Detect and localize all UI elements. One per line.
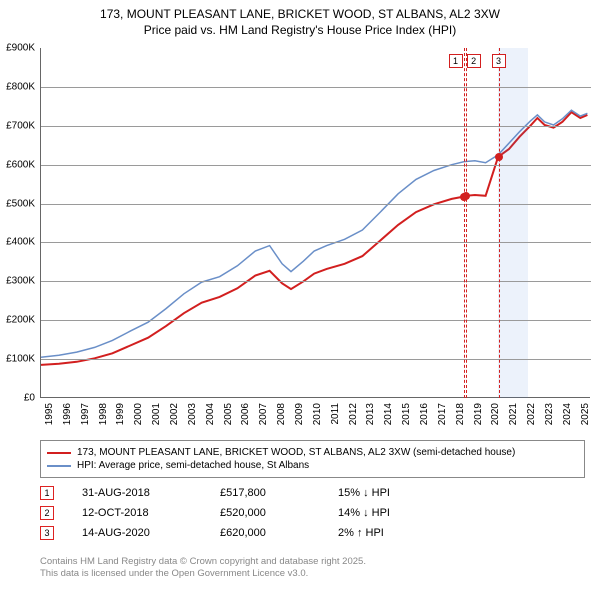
x-axis-label: 2021: [508, 403, 519, 425]
gridline: [41, 87, 591, 88]
event-price: £517,800: [220, 487, 310, 499]
marker-vline: [464, 48, 465, 398]
y-axis-label: £500K: [0, 198, 35, 209]
x-axis-label: 1998: [98, 403, 109, 425]
event-row: 1 31-AUG-2018 £517,800 15% ↓ HPI: [40, 486, 438, 500]
x-axis-label: 2001: [151, 403, 162, 425]
x-axis-label: 1995: [44, 403, 55, 425]
x-axis-label: 2019: [473, 403, 484, 425]
x-axis-label: 2015: [401, 403, 412, 425]
x-axis-label: 2017: [437, 403, 448, 425]
gridline: [41, 204, 591, 205]
gridline: [41, 126, 591, 127]
y-axis-label: £0: [0, 393, 35, 404]
x-axis-label: 2006: [240, 403, 251, 425]
x-axis-label: 2007: [258, 403, 269, 425]
x-axis-label: 2000: [133, 403, 144, 425]
y-axis-label: £300K: [0, 276, 35, 287]
title-line-2: Price paid vs. HM Land Registry's House …: [0, 22, 600, 38]
y-axis-label: £700K: [0, 120, 35, 131]
x-axis-label: 2024: [562, 403, 573, 425]
plot-region: £0£100K£200K£300K£400K£500K£600K£700K£80…: [40, 48, 590, 398]
x-axis-label: 2008: [276, 403, 287, 425]
legend-item: 173, MOUNT PLEASANT LANE, BRICKET WOOD, …: [47, 447, 578, 458]
y-axis-label: £900K: [0, 43, 35, 54]
marker-dot: [495, 153, 503, 161]
y-axis-label: £600K: [0, 159, 35, 170]
event-number-box: 2: [40, 506, 54, 520]
event-number-box: 1: [40, 486, 54, 500]
title-block: 173, MOUNT PLEASANT LANE, BRICKET WOOD, …: [0, 0, 600, 38]
events-table: 1 31-AUG-2018 £517,800 15% ↓ HPI 2 12-OCT-201…: [40, 486, 438, 546]
y-axis-label: £800K: [0, 81, 35, 92]
marker-vline: [466, 48, 467, 398]
marker-number-box: 3: [492, 54, 506, 68]
gridline: [41, 242, 591, 243]
gridline: [41, 165, 591, 166]
x-axis-label: 2018: [455, 403, 466, 425]
x-axis-label: 2012: [348, 403, 359, 425]
legend: 173, MOUNT PLEASANT LANE, BRICKET WOOD, …: [40, 440, 585, 478]
legend-label: 173, MOUNT PLEASANT LANE, BRICKET WOOD, …: [77, 447, 515, 458]
x-axis-label: 2005: [223, 403, 234, 425]
chart-area: £0£100K£200K£300K£400K£500K£600K£700K£80…: [40, 48, 590, 428]
shaded-band: [498, 48, 528, 398]
x-axis-label: 1997: [80, 403, 91, 425]
footer-line-1: Contains HM Land Registry data © Crown c…: [40, 556, 366, 568]
x-axis-label: 2022: [526, 403, 537, 425]
marker-vline: [499, 48, 500, 398]
event-date: 14-AUG-2020: [82, 527, 192, 539]
x-axis-label: 2016: [419, 403, 430, 425]
y-axis-label: £200K: [0, 315, 35, 326]
legend-label: HPI: Average price, semi-detached house,…: [77, 460, 309, 471]
event-row: 3 14-AUG-2020 £620,000 2% ↑ HPI: [40, 526, 438, 540]
event-price: £520,000: [220, 507, 310, 519]
x-axis-label: 2023: [544, 403, 555, 425]
event-price: £620,000: [220, 527, 310, 539]
gridline: [41, 281, 591, 282]
footer-attribution: Contains HM Land Registry data © Crown c…: [40, 556, 366, 580]
title-line-1: 173, MOUNT PLEASANT LANE, BRICKET WOOD, …: [0, 6, 600, 22]
marker-dot: [462, 192, 470, 200]
y-axis-label: £400K: [0, 237, 35, 248]
x-axis-label: 2010: [312, 403, 323, 425]
event-row: 2 12-OCT-2018 £520,000 14% ↓ HPI: [40, 506, 438, 520]
event-date: 31-AUG-2018: [82, 487, 192, 499]
x-axis-label: 2004: [205, 403, 216, 425]
event-number-box: 3: [40, 526, 54, 540]
x-axis-label: 2013: [365, 403, 376, 425]
x-axis-label: 1999: [115, 403, 126, 425]
x-axis-label: 2020: [490, 403, 501, 425]
marker-number-box: 1: [449, 54, 463, 68]
event-delta: 15% ↓ HPI: [338, 487, 438, 499]
legend-item: HPI: Average price, semi-detached house,…: [47, 460, 578, 471]
legend-swatch: [47, 452, 71, 454]
x-axis-label: 2011: [330, 403, 341, 425]
x-axis-label: 2025: [580, 403, 591, 425]
chart-container: 173, MOUNT PLEASANT LANE, BRICKET WOOD, …: [0, 0, 600, 590]
event-delta: 14% ↓ HPI: [338, 507, 438, 519]
gridline: [41, 320, 591, 321]
y-axis-label: £100K: [0, 354, 35, 365]
event-delta: 2% ↑ HPI: [338, 527, 438, 539]
x-axis-label: 2009: [294, 403, 305, 425]
x-axis-label: 2014: [383, 403, 394, 425]
gridline: [41, 359, 591, 360]
x-axis-label: 2002: [169, 403, 180, 425]
marker-number-box: 2: [467, 54, 481, 68]
event-date: 12-OCT-2018: [82, 507, 192, 519]
legend-swatch: [47, 465, 71, 467]
x-axis-label: 1996: [62, 403, 73, 425]
footer-line-2: This data is licensed under the Open Gov…: [40, 568, 366, 580]
x-axis-label: 2003: [187, 403, 198, 425]
